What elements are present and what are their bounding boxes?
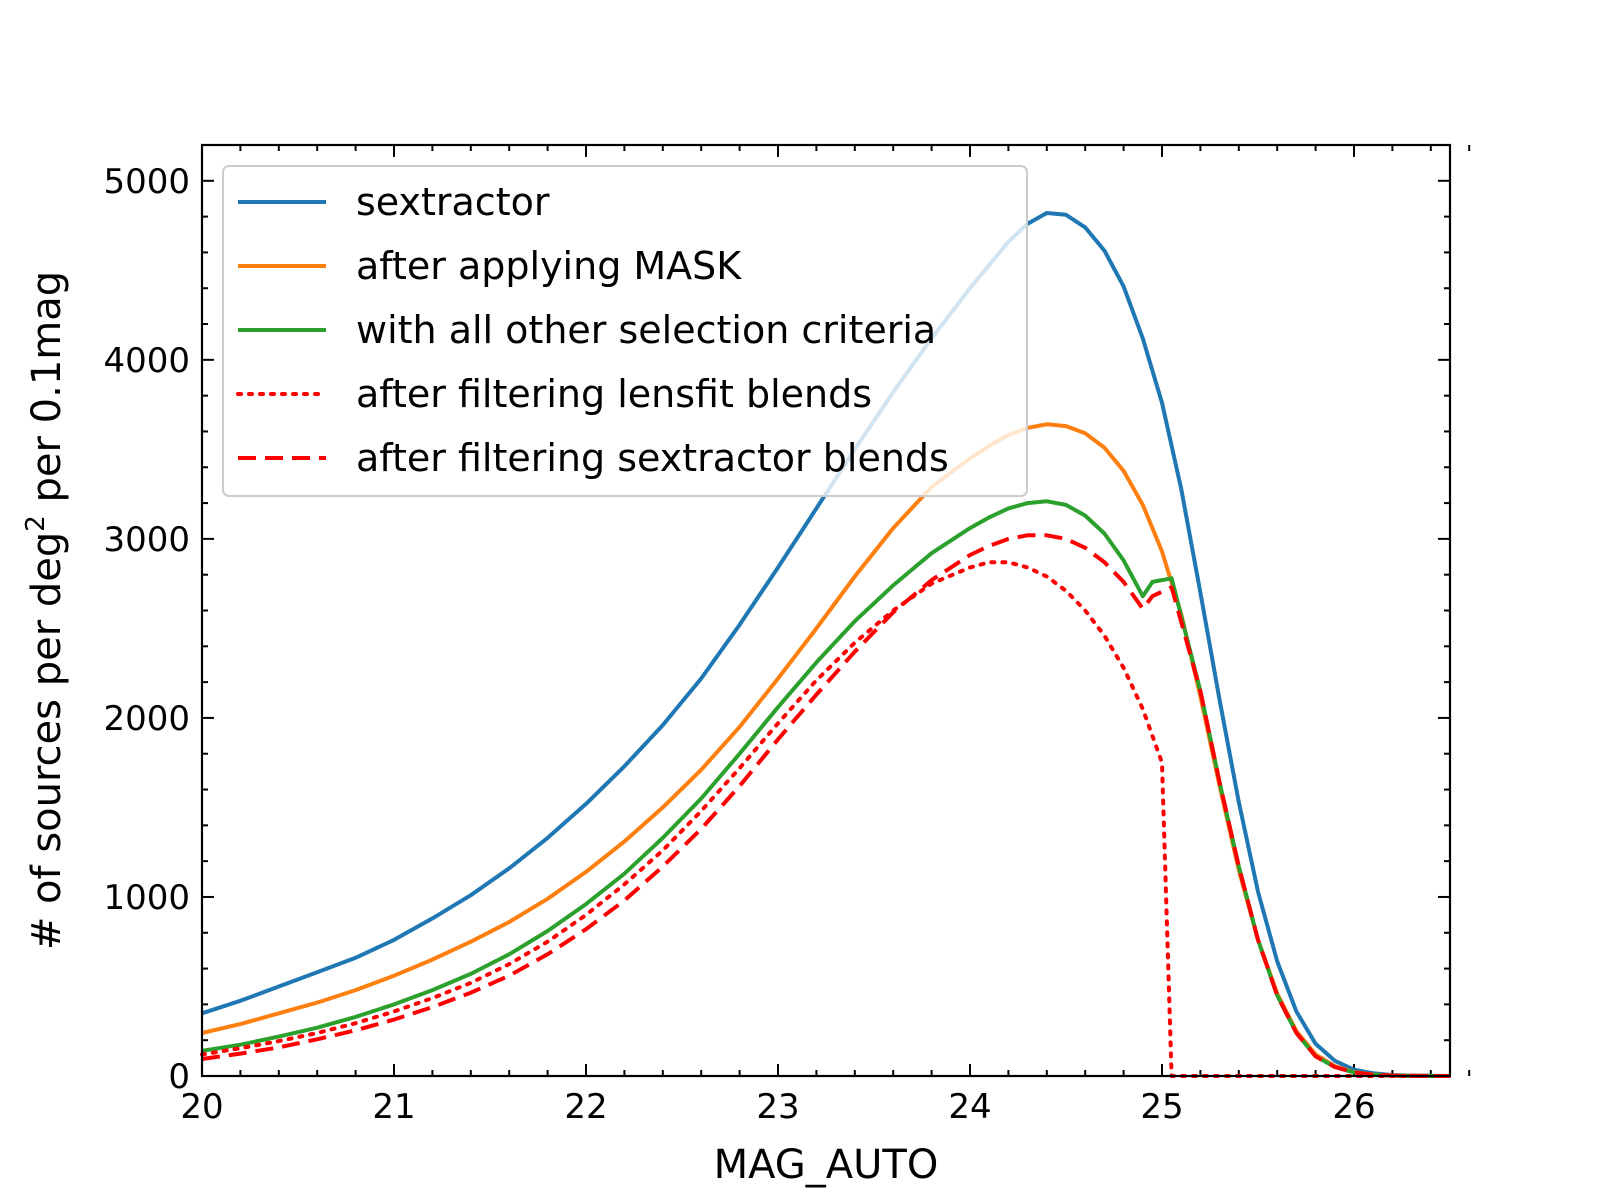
legend-label: sextractor [356,180,550,224]
y-tick-label: 4000 [103,341,190,381]
x-tick-label: 26 [1332,1087,1375,1127]
tick-labels: 20 21 22 23 24 25 26 0 1000 2000 3000 4000 5000 [103,162,1375,1127]
legend-item: sextractor [238,180,550,224]
legend-item: after filtering sextractor blends [238,436,949,480]
legend-item: with all other selection criteria [238,308,936,352]
series-line-4 [200,560,1452,1078]
y-tick-label: 2000 [103,699,190,739]
legend-label: after filtering lensfit blends [356,372,872,416]
x-tick-label: 20 [180,1087,223,1127]
series-line-5 [201,533,1450,1078]
legend-item: after filtering lensfit blends [236,372,872,416]
y-tick-label: 3000 [103,520,190,560]
y-tick-label: 0 [168,1057,190,1097]
x-tick-label: 21 [372,1087,415,1127]
legend-item: after applying MASK [238,244,742,288]
x-tick-label: 25 [1140,1087,1183,1127]
legend-label: after filtering sextractor blends [356,436,949,480]
x-tick-label: 22 [564,1087,607,1127]
x-tick-label: 24 [948,1087,991,1127]
y-axis-title-main: # of sources per deg [24,532,70,950]
x-tick-label: 23 [756,1087,799,1127]
x-axis-title: MAG_AUTO [714,1142,939,1188]
legend-label: with all other selection criteria [356,308,936,352]
y-axis-title-tail: per 0.1mag [24,271,70,515]
plot-frame [200,143,1452,1078]
series-line-3 [201,499,1450,1078]
y-tick-label: 1000 [103,878,190,918]
y-axis-title: # of sources per deg2 per 0.1mag [21,271,70,950]
y-axis-title-superscript: 2 [21,515,51,532]
y-tick-label: 5000 [103,162,190,202]
legend-label: after applying MASK [356,244,742,288]
legend-frame [222,165,1028,497]
legend: sextractor after applying MASK with all ot… [222,165,1028,497]
